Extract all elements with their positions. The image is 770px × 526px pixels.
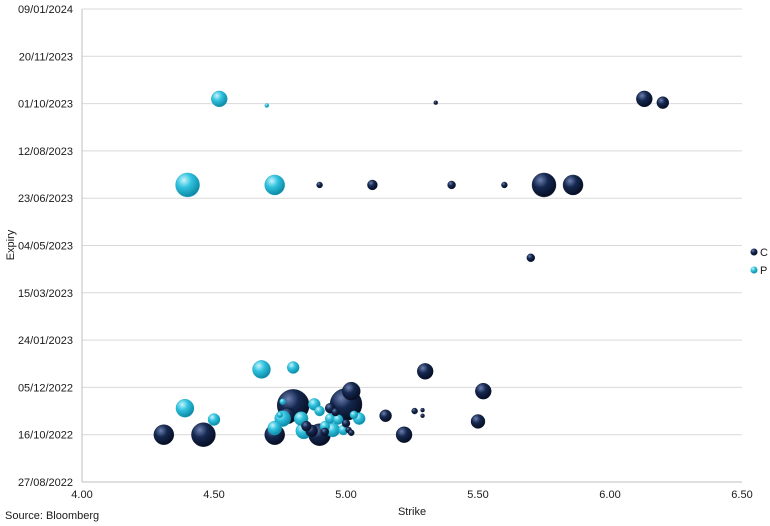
- bubble-C: [348, 429, 355, 437]
- bubble-C: [562, 174, 584, 196]
- bubble-P: [349, 410, 359, 420]
- x-axis-title: Strike: [398, 506, 426, 518]
- legend-marker-C: [750, 248, 758, 256]
- bubble-C: [395, 426, 413, 443]
- bubble-P: [252, 360, 271, 379]
- bubble-P: [264, 174, 285, 196]
- y-tick-label: 24/01/2023: [18, 335, 73, 347]
- bubble-P: [175, 172, 200, 198]
- y-tick-label: 20/11/2023: [19, 51, 73, 63]
- y-tick-label: 01/10/2023: [18, 99, 73, 111]
- bubble-C: [636, 90, 653, 108]
- legend: CP: [750, 247, 768, 277]
- bubble-C: [153, 424, 175, 445]
- bubble-C: [420, 413, 425, 418]
- x-tick-label: 5.00: [335, 489, 356, 501]
- bubble-C: [433, 100, 438, 105]
- bubble-C: [417, 363, 434, 380]
- source-note: Source: Bloomberg: [5, 510, 100, 522]
- bubble-P: [279, 398, 286, 405]
- x-tick-labels: 4.00 4.50 5.00 5.50 6.00 6.50: [71, 489, 752, 501]
- bubble-C: [331, 407, 340, 417]
- bubble-P: [276, 411, 284, 419]
- bubble-C: [531, 172, 557, 198]
- bubble-P: [314, 405, 325, 417]
- x-tick-label: 5.50: [467, 489, 488, 501]
- bubble-C: [342, 381, 361, 401]
- legend-label-P: P: [760, 265, 767, 277]
- bubble-C: [367, 179, 378, 191]
- bubble-C: [475, 382, 492, 400]
- y-tick-label: 16/10/2022: [18, 430, 73, 442]
- bubble-C: [320, 427, 330, 437]
- x-tick-label: 4.00: [71, 489, 92, 501]
- bubble-P: [264, 103, 269, 108]
- bubble-P: [207, 413, 221, 426]
- bubble-P: [211, 90, 228, 108]
- bubble-C: [447, 180, 456, 190]
- bubble-C: [656, 96, 669, 109]
- y-tick-label: 09/01/2024: [18, 4, 73, 16]
- bubble-C: [191, 422, 216, 447]
- bubble-C: [316, 181, 323, 189]
- bubble-C: [379, 409, 392, 422]
- bubble-P: [267, 420, 282, 436]
- y-axis-title: Expiry: [5, 229, 17, 260]
- bubble-P: [287, 361, 300, 374]
- y-tick-label: 12/08/2023: [18, 146, 73, 158]
- bubble-C: [341, 419, 351, 428]
- bubble-C: [301, 420, 312, 432]
- x-tick-label: 4.50: [203, 489, 224, 501]
- legend-label-C: C: [760, 247, 768, 259]
- y-tick-labels: 27/08/2022 16/10/2022 05/12/2022 24/01/2023…: [18, 4, 73, 489]
- x-tick-label: 6.50: [731, 489, 752, 501]
- legend-marker-P: [750, 266, 758, 274]
- y-tick-label: 04/05/2023: [18, 241, 73, 253]
- bubble-C: [501, 181, 508, 189]
- y-tick-label: 05/12/2022: [18, 382, 73, 394]
- y-tick-label: 23/06/2023: [18, 193, 73, 205]
- bubble-P: [175, 399, 195, 418]
- bubble-C: [470, 414, 486, 429]
- axes: [81, 9, 742, 483]
- bubble-C: [420, 407, 425, 413]
- y-tick-label: 27/08/2022: [18, 477, 73, 489]
- x-tick-label: 6.00: [599, 489, 620, 501]
- y-tick-label: 15/03/2023: [18, 288, 73, 300]
- bubble-C: [526, 253, 535, 262]
- bubbles: [153, 90, 669, 447]
- bubble-C: [411, 407, 418, 415]
